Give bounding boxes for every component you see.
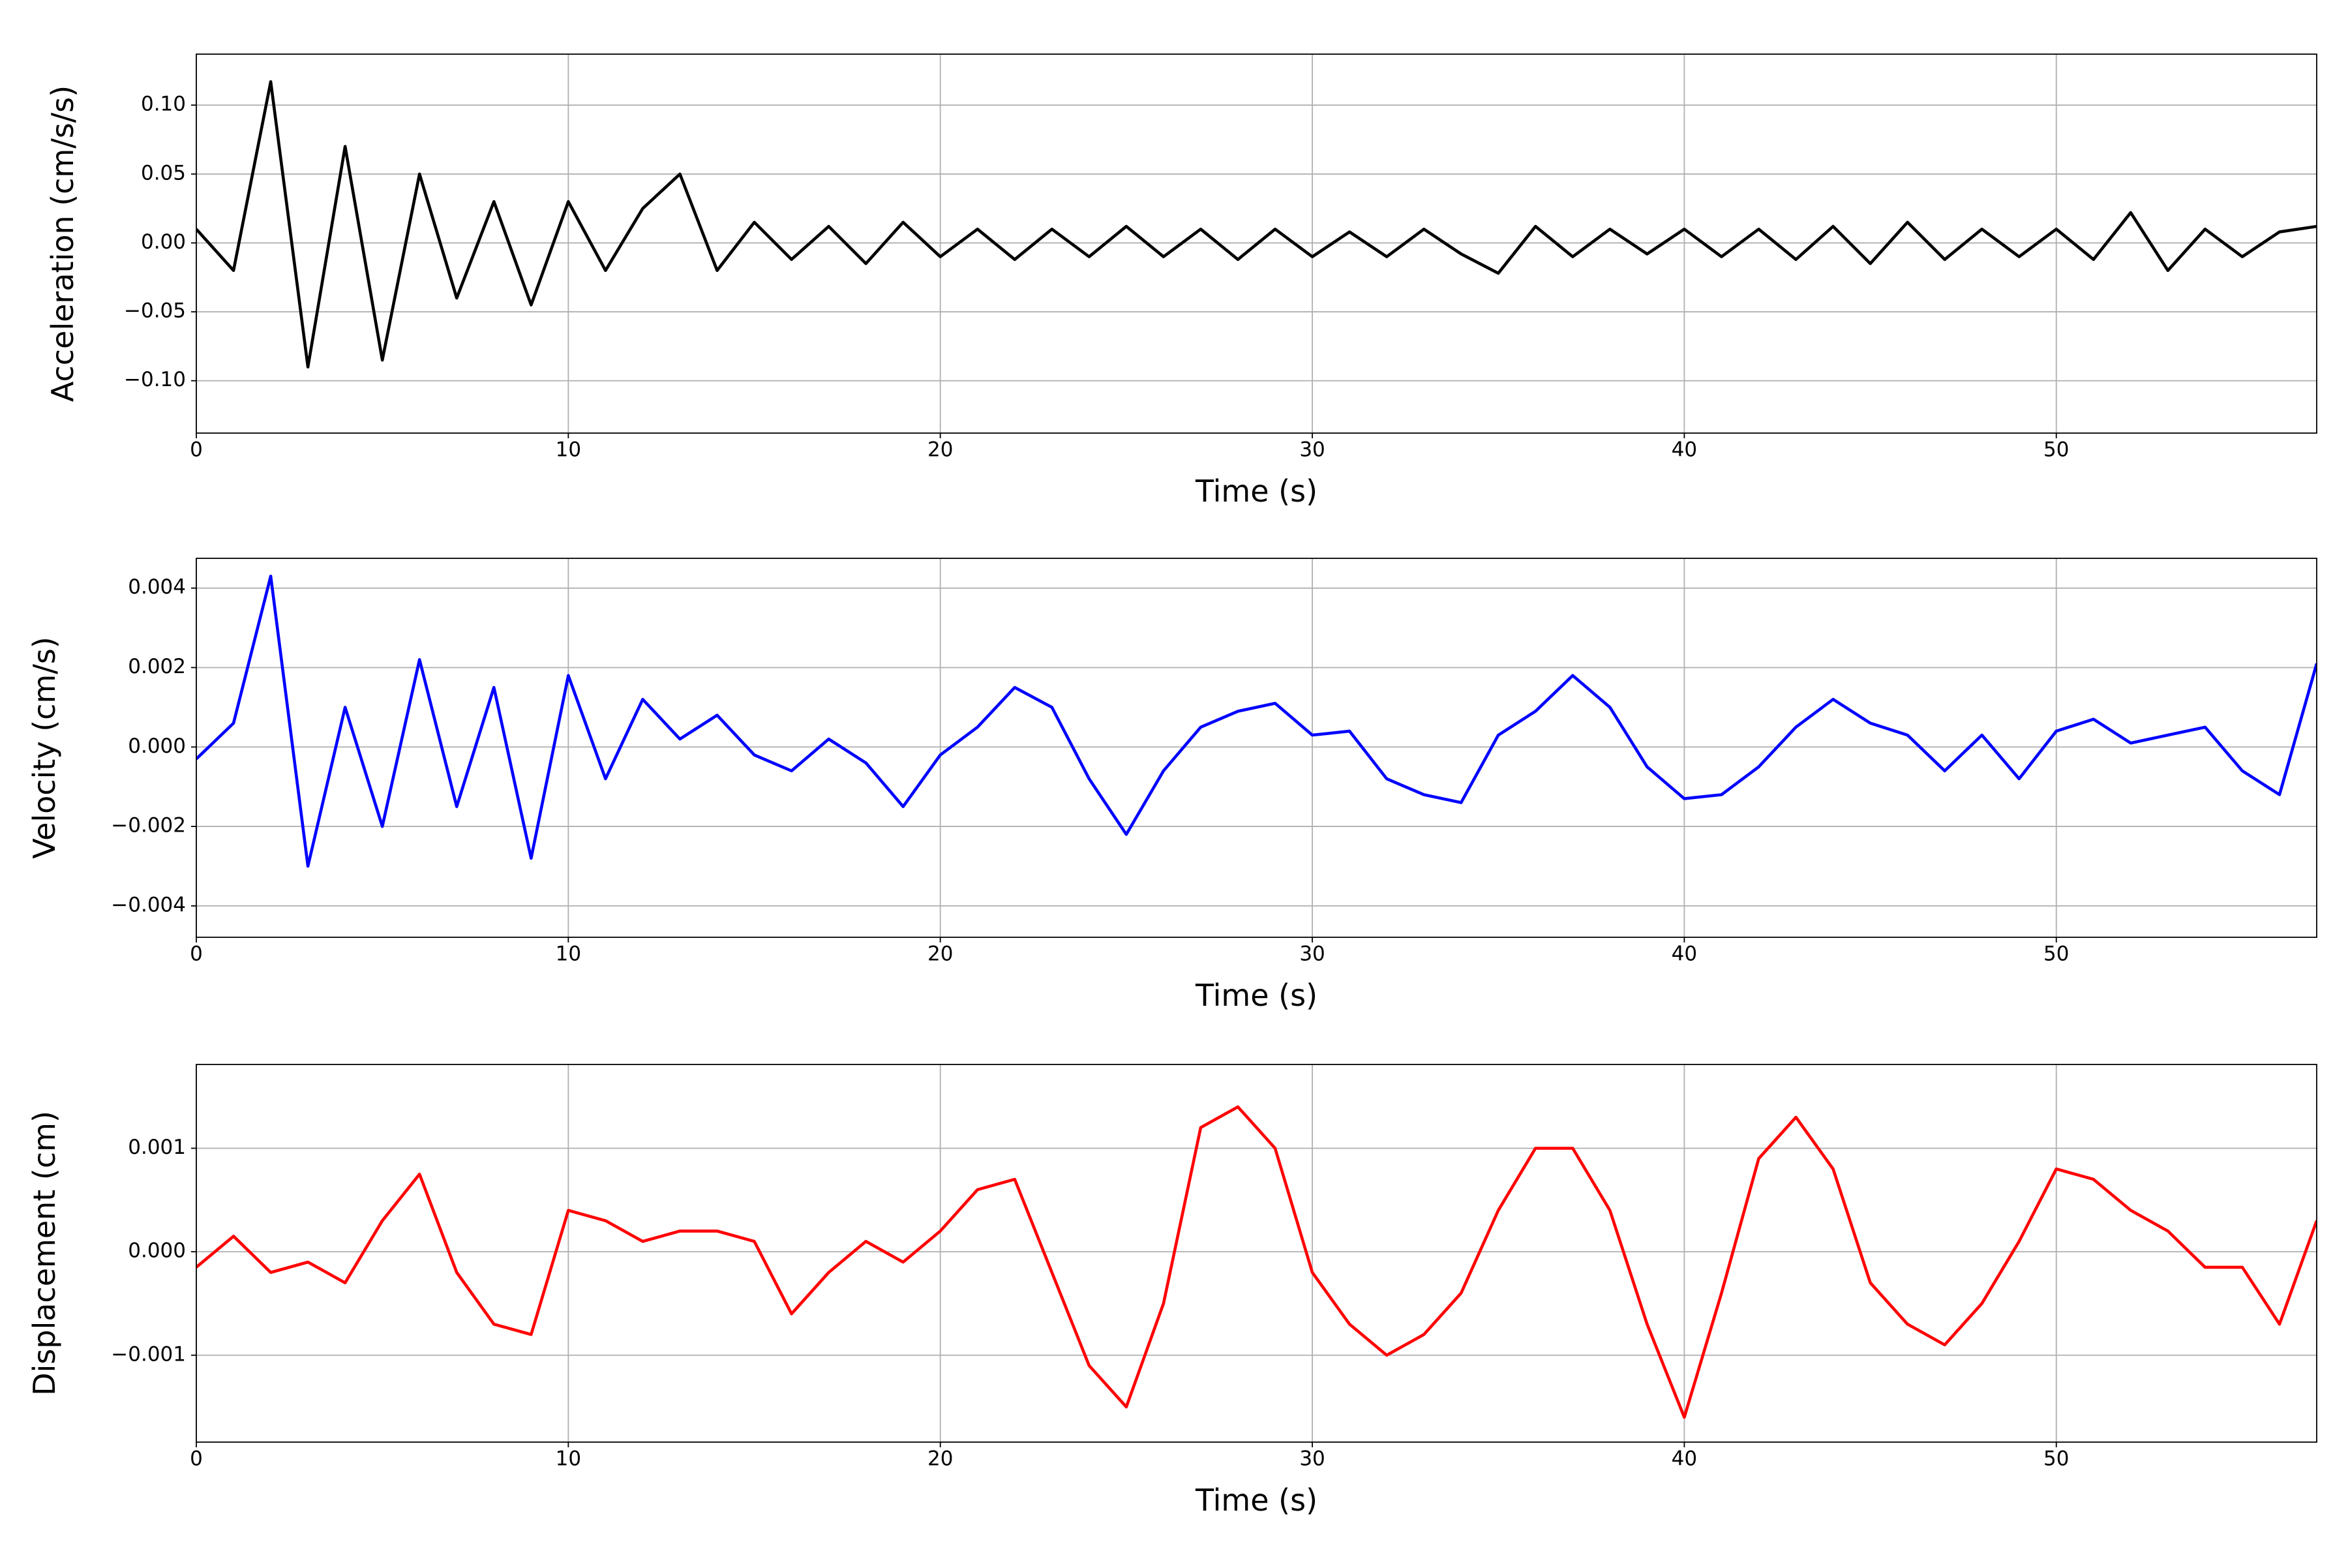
y-axis-label: Displacement (cm)	[27, 1111, 62, 1396]
x-tick-label: 0	[190, 942, 203, 966]
x-tick-label: 20	[927, 438, 953, 462]
data-line	[196, 575, 2317, 868]
x-tick-label: 0	[190, 1447, 203, 1471]
y-tick-label: 0.001	[128, 1136, 186, 1159]
x-tick-label: 30	[1299, 438, 1325, 462]
x-tick-label: 50	[2043, 438, 2069, 462]
y-axis-label: Acceleration (cm/s/s)	[45, 85, 80, 402]
axes-frame	[196, 1064, 2317, 1443]
y-axis-label: Velocity (cm/s)	[27, 637, 62, 859]
x-tick-label: 50	[2043, 942, 2069, 966]
x-tick-label: 50	[2043, 1447, 2069, 1471]
y-tick-label: 0.000	[128, 734, 186, 758]
data-line	[196, 80, 2317, 369]
x-tick-label: 40	[1672, 438, 1697, 462]
plot-area	[196, 575, 2317, 868]
x-tick-label: 30	[1299, 942, 1325, 966]
y-tick-label: 0.00	[141, 230, 186, 254]
y-tick-label: −0.001	[111, 1342, 186, 1366]
x-axis-label: Time (s)	[1195, 978, 1317, 1013]
y-tick-label: 0.05	[141, 161, 186, 185]
y-tick-label: 0.000	[128, 1239, 186, 1263]
y-tick-label: 0.002	[128, 655, 186, 678]
x-tick-label: 30	[1299, 1447, 1325, 1471]
y-tick-label: −0.004	[111, 893, 186, 916]
x-tick-label: 20	[927, 1447, 953, 1471]
y-tick-label: −0.002	[111, 814, 186, 837]
x-tick-label: 10	[556, 1447, 581, 1471]
plot-area	[196, 1105, 2317, 1419]
y-tick-label: 0.10	[141, 93, 186, 116]
y-tick-label: 0.004	[128, 575, 186, 599]
x-tick-label: 10	[556, 942, 581, 966]
x-tick-label: 20	[927, 942, 953, 966]
x-tick-label: 40	[1672, 1447, 1697, 1471]
x-tick-label: 10	[556, 438, 581, 462]
x-axis-label: Time (s)	[1195, 474, 1317, 509]
y-tick-label: −0.05	[124, 299, 186, 323]
plot-area	[196, 80, 2317, 369]
data-line	[196, 1105, 2317, 1419]
x-axis-label: Time (s)	[1195, 1483, 1317, 1518]
axes-frame	[196, 53, 2317, 434]
x-tick-label: 0	[190, 438, 203, 462]
axes-frame	[196, 558, 2317, 938]
x-tick-label: 40	[1672, 942, 1697, 966]
y-tick-label: −0.10	[124, 368, 186, 391]
